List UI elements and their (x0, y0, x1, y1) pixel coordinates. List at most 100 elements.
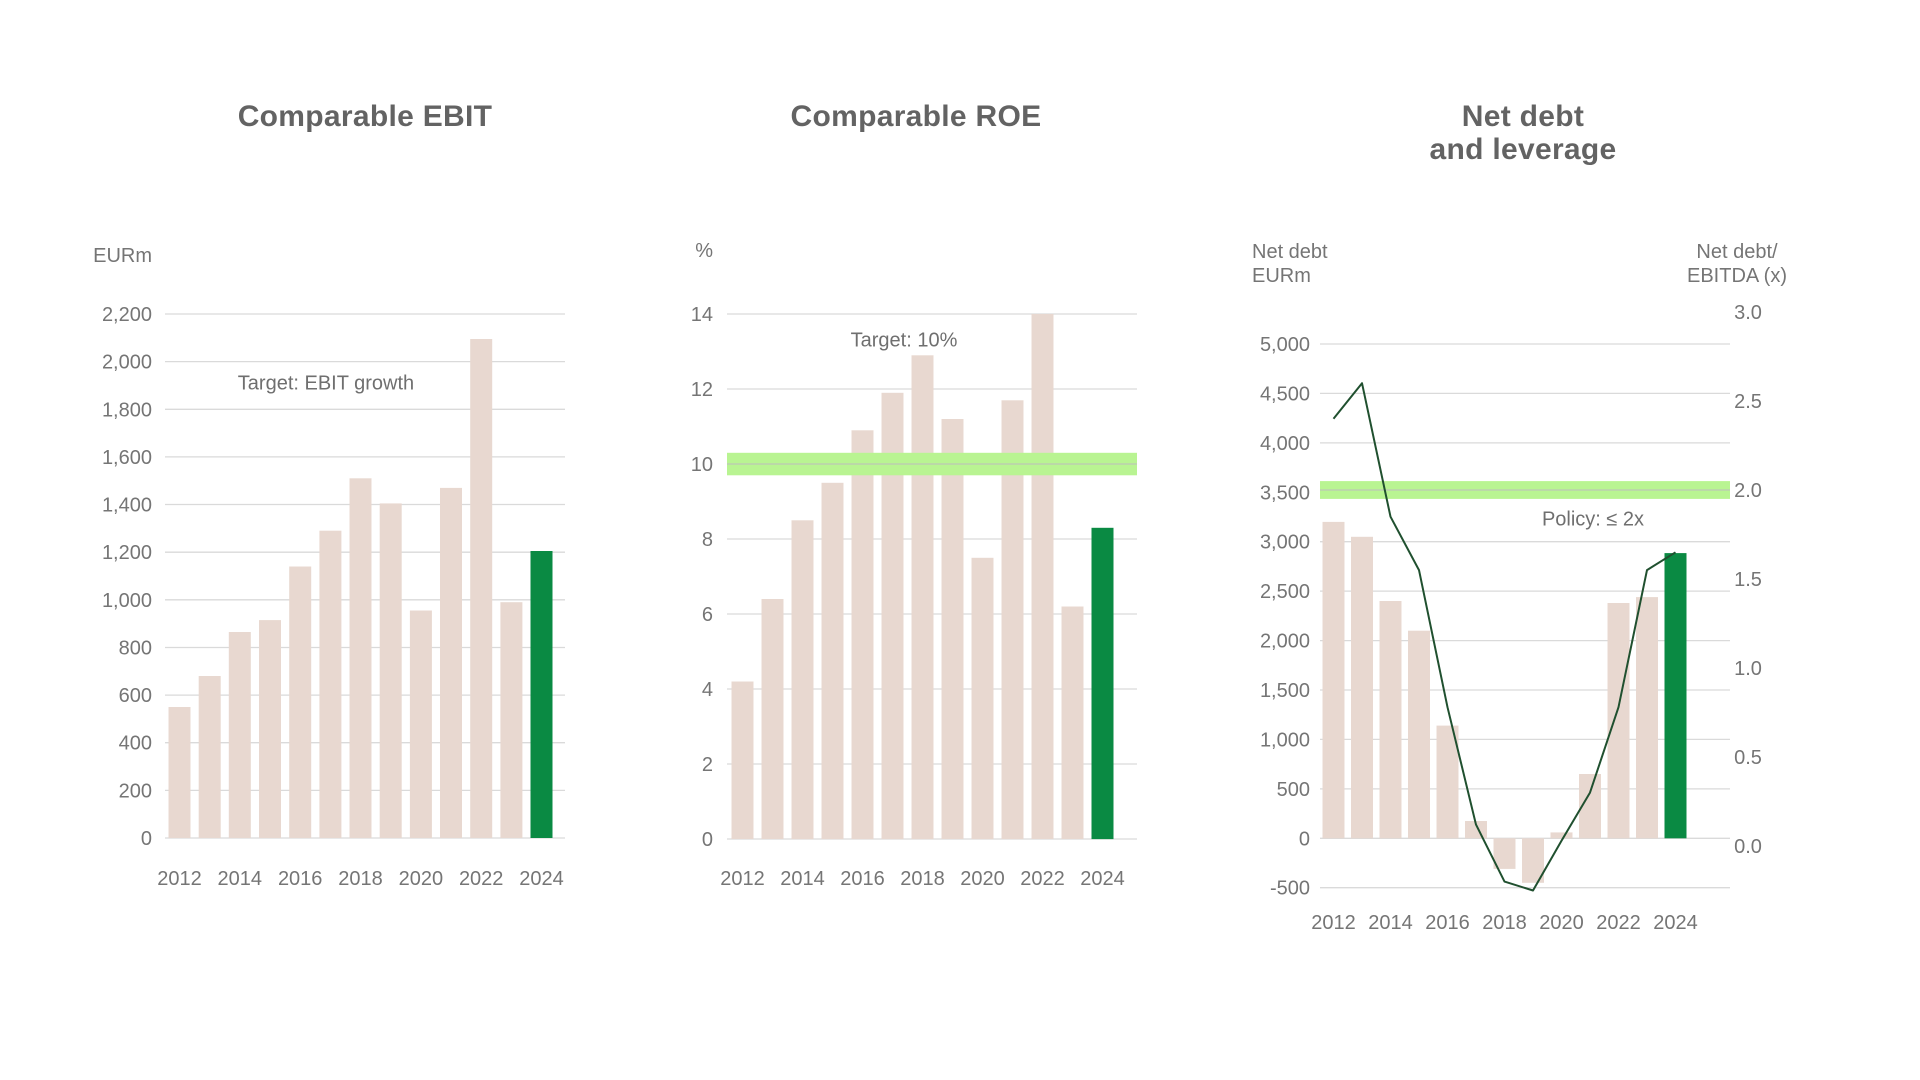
x-tick-label: 2024 (1080, 868, 1125, 890)
bar-2018 (911, 355, 934, 840)
y-tick-label: 3,500 (1260, 482, 1310, 504)
x-tick-labels: 2012 2014 2016 2018 2020 2022 2024 (1311, 912, 1698, 934)
bar-2022 (470, 339, 493, 838)
bar-2014 (1379, 601, 1402, 839)
y-tick-label: 2,000 (102, 352, 152, 374)
x-tick-label: 2014 (780, 868, 825, 890)
bar-2019 (1522, 838, 1544, 883)
y-tick-labels: 0 200 400 600 800 1,000 1,200 1,400 1,600 1,800 2,… (102, 304, 152, 850)
right-y-tick-label: 1.0 (1734, 658, 1762, 680)
bar-2020 (971, 557, 994, 840)
x-tick-label: 2016 (1425, 912, 1470, 934)
x-tick-label: 2024 (1653, 912, 1698, 934)
netdebt-left-axis-header-line1: Net debt (1252, 241, 1328, 263)
bar-2021 (440, 487, 462, 838)
right-y-tick-label: 2.0 (1734, 480, 1762, 502)
y-tick-label: 5,000 (1260, 334, 1310, 356)
y-tick-label: 1,500 (1260, 680, 1310, 702)
x-tick-label: 2014 (218, 868, 263, 890)
ebit-target-annotation: Target: EBIT growth (237, 372, 415, 395)
y-tick-label: 8 (702, 529, 713, 551)
bar-2023 (1061, 606, 1084, 839)
x-tick-labels: 2012 2014 2016 2018 2020 2022 2024 (720, 868, 1125, 890)
right-y-tick-label: 1.5 (1734, 569, 1762, 591)
y-tick-label: 1,600 (102, 447, 152, 469)
ebit-bars (168, 339, 553, 838)
bar-2012 (168, 707, 191, 838)
y-tick-label: 1,800 (102, 399, 152, 421)
x-tick-label: 2022 (1596, 912, 1641, 934)
x-tick-label: 2020 (960, 868, 1005, 890)
netdebt-right-axis-header-line1: Net debt/ (1696, 241, 1778, 263)
x-tick-label: 2024 (519, 868, 564, 890)
bar-2024 (530, 551, 553, 838)
leverage-line (1332, 382, 1677, 892)
bar-2022 (1607, 603, 1630, 839)
x-tick-label: 2012 (1311, 912, 1356, 934)
x-tick-label: 2020 (399, 868, 444, 890)
bar-2016 (289, 566, 312, 838)
right-y-tick-label: 3.0 (1734, 302, 1762, 324)
y-tick-label: 14 (691, 304, 713, 326)
x-tick-label: 2016 (278, 868, 323, 890)
y-tick-label: 1,000 (1260, 729, 1310, 751)
y-tick-label: 12 (691, 379, 713, 401)
bar-2014 (228, 632, 251, 838)
x-tick-label: 2018 (338, 868, 383, 890)
y-tick-label: 0 (702, 829, 713, 851)
netdebt-title-line1: Net debt (1461, 100, 1585, 133)
bar-2024 (1091, 527, 1114, 840)
bar-2019 (941, 419, 964, 839)
y-tick-label: 600 (119, 685, 152, 707)
y-tick-label: 1,000 (102, 590, 152, 612)
bar-2023 (1636, 597, 1658, 839)
y-tick-labels: 0 2 4 6 8 10 12 14 (691, 304, 713, 851)
bar-2019 (379, 503, 402, 838)
roe-chart: 0 2 4 6 8 10 12 14 2012 2014 2016 2018 2020 2022 2024 (691, 304, 1137, 890)
x-tick-labels: 2012 2014 2016 2018 2020 2022 2024 (157, 868, 564, 890)
y-tick-label: 2,200 (102, 304, 152, 326)
x-tick-label: 2022 (459, 868, 504, 890)
bar-2013 (761, 599, 784, 839)
bar-2016 (851, 430, 874, 840)
bar-2015 (1408, 630, 1430, 839)
bar-2021 (1579, 774, 1601, 839)
bar-2017 (319, 530, 342, 838)
leverage-policy-annotation: Policy: ≤ 2x (1541, 508, 1645, 531)
y-tick-label: 500 (1277, 779, 1310, 801)
bar-2014 (791, 520, 814, 840)
ebit-y-axis-unit: EURm (93, 245, 152, 267)
ebit-chart: 0 200 400 600 800 1,000 1,200 1,400 1,600 1,800 2,… (102, 304, 565, 890)
x-tick-label: 2020 (1539, 912, 1584, 934)
netdebt-left-axis-header: Net debt EURm (1252, 240, 1328, 288)
bar-2022 (1031, 314, 1054, 839)
x-tick-label: 2014 (1368, 912, 1413, 934)
bar-2015 (259, 620, 281, 838)
roe-bars (731, 314, 1114, 840)
ebit-chart-title: Comparable EBIT (237, 100, 493, 133)
roe-target-annotation: Target: 10% (850, 329, 958, 352)
y-tick-label: 200 (119, 780, 152, 802)
bar-2012 (731, 681, 754, 839)
y-tick-label: -500 (1270, 878, 1310, 900)
netdebt-bars (1322, 521, 1687, 883)
netdebt-leverage-chart: -500 0 500 1,000 1,500 2,000 2,500 3,000 3,500 4,… (1260, 302, 1762, 934)
y-tick-label: 2 (702, 754, 713, 776)
right-axis-tick-labels: 0.0 0.5 1.0 1.5 2.0 2.5 3.0 (1734, 302, 1762, 858)
right-y-tick-label: 2.5 (1734, 391, 1762, 413)
netdebt-right-axis-header-line2: EBITDA (x) (1686, 265, 1788, 287)
x-tick-label: 2022 (1020, 868, 1065, 890)
y-tick-label: 2,000 (1260, 631, 1310, 653)
y-tick-label: 800 (119, 637, 152, 659)
bar-2013 (198, 676, 221, 838)
bar-2017 (881, 392, 904, 840)
y-tick-label: 10 (691, 454, 713, 476)
y-tick-label: 3,000 (1260, 532, 1310, 554)
netdebt-right-axis-header: Net debt/ EBITDA (x) (1687, 240, 1787, 288)
y-tick-label: 1,200 (102, 542, 152, 564)
bar-2021 (1001, 400, 1024, 840)
x-tick-label: 2018 (900, 868, 945, 890)
y-tick-labels: -500 0 500 1,000 1,500 2,000 2,500 3,000 3,500 4,… (1260, 334, 1310, 900)
y-tick-label: 4 (702, 679, 713, 701)
